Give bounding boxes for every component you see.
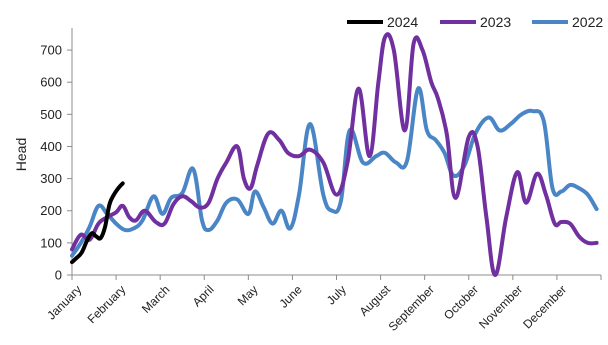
series-line-2023 xyxy=(70,32,599,277)
x-tick-label: November xyxy=(476,282,525,331)
y-axis: 0 100 200 300 400 500 600 700 xyxy=(40,28,73,283)
y-tick-label: 300 xyxy=(40,171,62,186)
x-tick-label: January xyxy=(44,282,84,322)
series-line-2024 xyxy=(70,181,125,265)
legend: 2024 2023 2022 xyxy=(347,14,603,30)
series-line-2022 xyxy=(70,86,599,258)
x-tick-label: February xyxy=(85,282,129,326)
legend-label-2023: 2023 xyxy=(480,14,511,30)
y-axis-title: Head xyxy=(13,138,29,171)
y-tick-label: 100 xyxy=(40,235,62,250)
y-tick-label: 700 xyxy=(40,43,62,58)
x-tick-label: May xyxy=(235,282,261,308)
x-tick-label: April xyxy=(190,282,217,309)
y-tick-label: 0 xyxy=(55,268,62,283)
y-tick-label: 600 xyxy=(40,75,62,90)
x-tick-label: October xyxy=(441,282,481,322)
x-tick-label: September xyxy=(386,282,437,333)
x-tick-label: June xyxy=(276,282,305,311)
legend-label-2022: 2022 xyxy=(572,14,603,30)
x-tick-label: March xyxy=(139,282,172,315)
x-tick-label: July xyxy=(324,282,349,307)
x-axis: January February March April May June July Augu… xyxy=(44,274,602,334)
y-tick-label: 500 xyxy=(40,107,62,122)
legend-label-2024: 2024 xyxy=(387,14,418,30)
series-layer xyxy=(70,32,599,277)
x-tick-label: December xyxy=(520,282,569,331)
x-tick-label: August xyxy=(357,282,394,319)
y-tick-label: 200 xyxy=(40,203,62,218)
y-tick-label: 400 xyxy=(40,139,62,154)
